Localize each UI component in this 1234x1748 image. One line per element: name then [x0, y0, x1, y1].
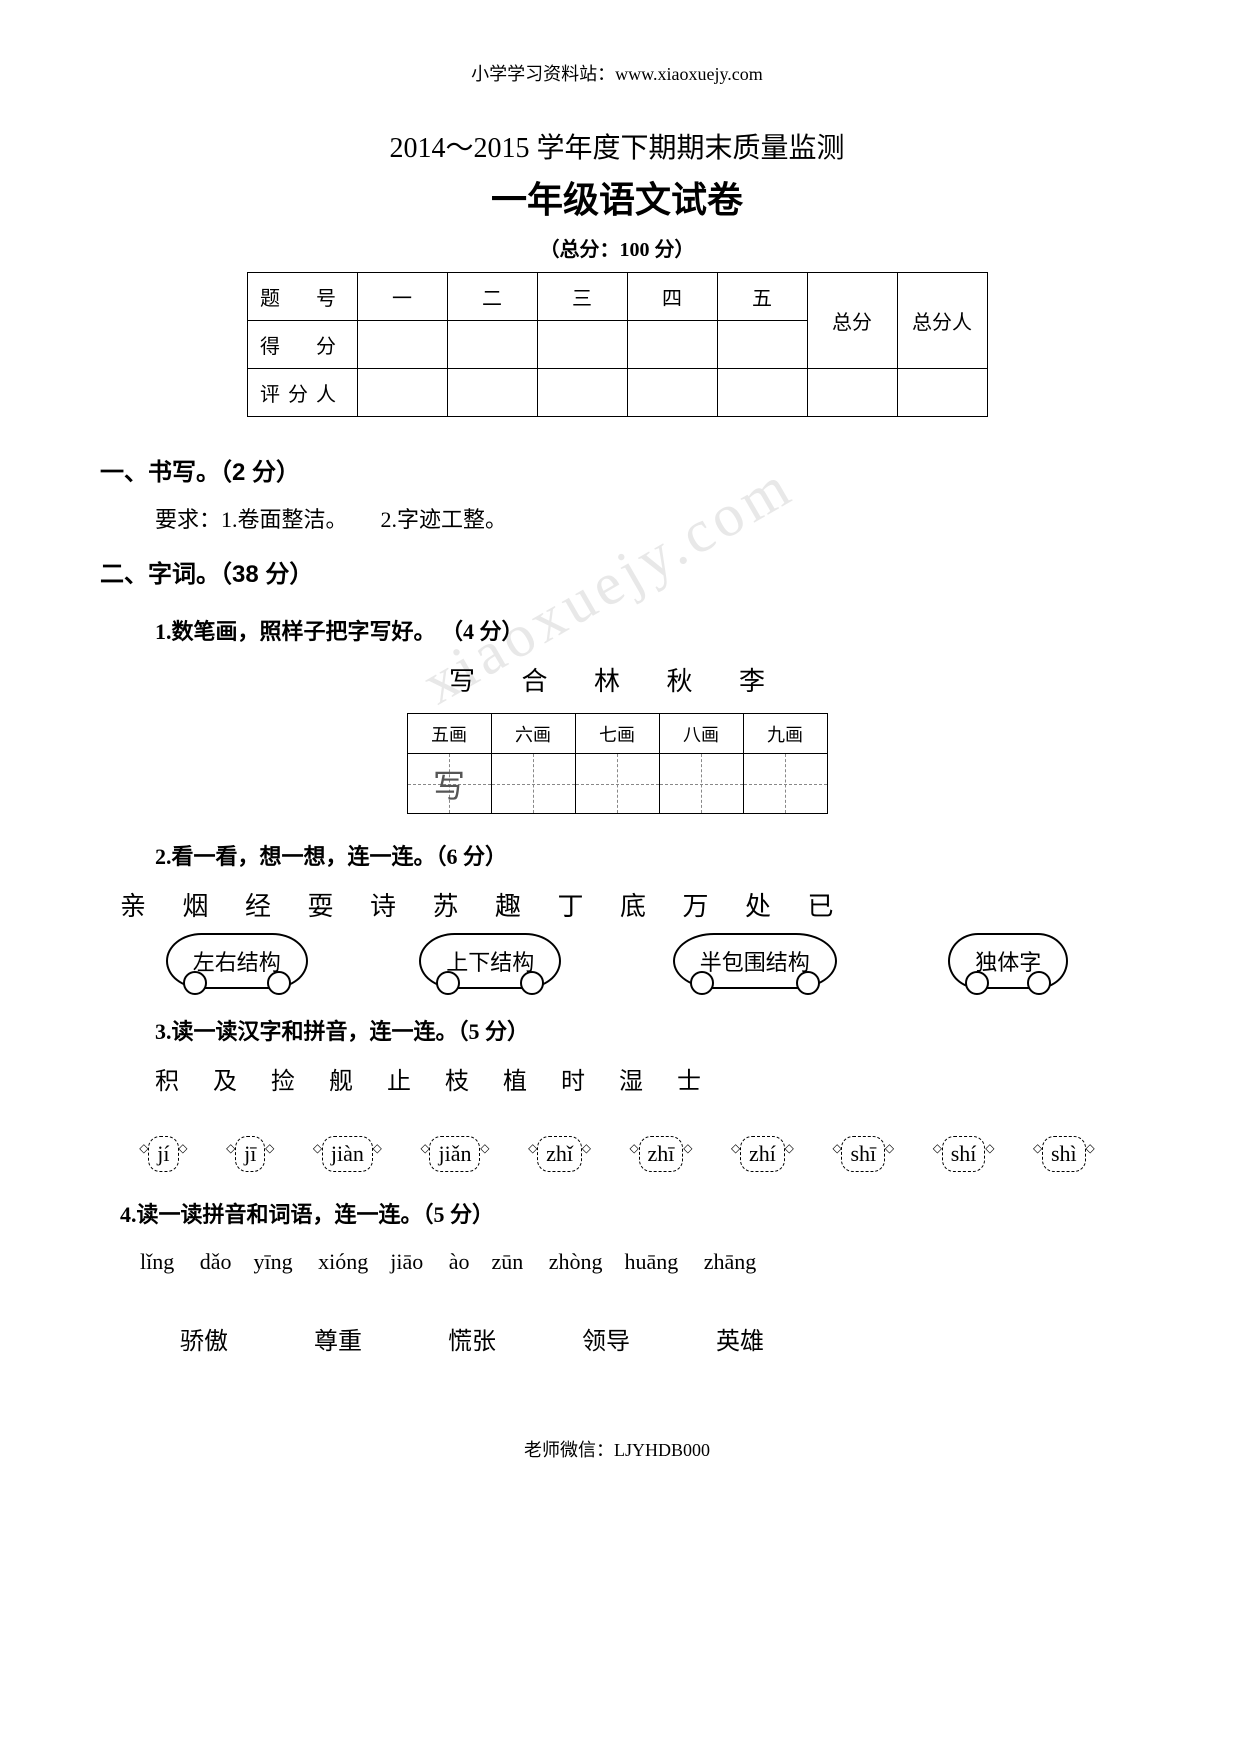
section-1-req: 要求：1.卷面整洁。 2.字迹工整。 — [155, 502, 1134, 534]
th-5: 五 — [717, 273, 807, 321]
stroke-table: 五画 六画 七画 八画 九画 写 — [407, 713, 828, 814]
pinyin-bubble: jī — [235, 1136, 265, 1172]
cloud-updown: 上下结构 — [419, 933, 561, 989]
pinyin-bubble: jiàn — [322, 1136, 373, 1172]
table-row: 评分人 — [247, 369, 987, 417]
cloud-leftright: 左右结构 — [166, 933, 308, 989]
col-6: 六画 — [491, 714, 575, 754]
col-5: 五画 — [407, 714, 491, 754]
title-main: 一年级语文试卷 — [100, 171, 1134, 223]
th-total: 总分 — [807, 273, 897, 369]
q4-words: 骄傲 尊重 慌张 领导 英雄 — [180, 1321, 1134, 1356]
section-1-title: 一、书写。（2 分） — [100, 452, 1134, 487]
pinyin-bubble: jí — [148, 1136, 178, 1172]
th-1: 一 — [357, 273, 447, 321]
cloud-single: 独体字 — [948, 933, 1068, 989]
cell — [717, 321, 807, 369]
total-score: （总分：100 分） — [100, 233, 1134, 262]
title-year: 2014～2015 学年度下期期末质量监测 — [100, 126, 1134, 166]
cell — [627, 369, 717, 417]
cell — [537, 369, 627, 417]
q4-title: 4.读一读拼音和词语，连一连。（5 分） — [120, 1197, 1134, 1229]
q1-chars: 写 合 林 秋 李 — [100, 661, 1134, 698]
writebox — [659, 754, 743, 814]
pinyin-bubble: zhī — [639, 1136, 684, 1172]
cell — [447, 321, 537, 369]
row-grader: 评分人 — [247, 369, 357, 417]
th-4: 四 — [627, 273, 717, 321]
col-9: 九画 — [743, 714, 827, 754]
pinyin-bubble: shí — [942, 1136, 986, 1172]
writebox — [575, 754, 659, 814]
q3-chars: 积 及 捡 舰 止 枝 植 时 湿 士 — [155, 1061, 1134, 1096]
cell — [717, 369, 807, 417]
section-2-title: 二、字词。（38 分） — [100, 554, 1134, 589]
q3-title: 3.读一读汉字和拼音，连一连。（5 分） — [155, 1014, 1134, 1046]
cell — [357, 321, 447, 369]
q2-title: 2.看一看，想一想，连一连。（6 分） — [155, 839, 1134, 871]
cloud-halfwrap: 半包围结构 — [673, 933, 837, 989]
row-score: 得 分 — [247, 321, 357, 369]
q1-title: 1.数笔画，照样子把字写好。 （4 分） — [155, 614, 1134, 646]
pinyin-bubble: shì — [1042, 1136, 1086, 1172]
table-row: 写 — [407, 754, 827, 814]
pinyin-bubble: zhí — [740, 1136, 785, 1172]
writebox — [743, 754, 827, 814]
q3-pinyin-row: jí jī jiàn jiǎn zhǐ zhī zhí shī shí shì — [120, 1136, 1114, 1172]
writebox — [491, 754, 575, 814]
cell — [357, 369, 447, 417]
pinyin-bubble: zhǐ — [537, 1136, 582, 1172]
table-row: 五画 六画 七画 八画 九画 — [407, 714, 827, 754]
cell — [447, 369, 537, 417]
th-question: 题 号 — [247, 273, 357, 321]
q2-chars: 亲 烟 经 耍 诗 苏 趣 丁 底 万 处 已 — [120, 886, 1134, 923]
cell — [627, 321, 717, 369]
th-3: 三 — [537, 273, 627, 321]
th-totalperson: 总分人 — [897, 273, 987, 369]
cell — [807, 369, 897, 417]
table-row: 题 号 一 二 三 四 五 总分 总分人 — [247, 273, 987, 321]
cell — [897, 369, 987, 417]
footer-wechat: 老师微信：LJYHDB000 — [100, 1436, 1134, 1462]
q4-pinyin: lǐng dǎo yīng xióng jiāo ào zūn zhòng hu… — [140, 1244, 1134, 1276]
th-2: 二 — [447, 273, 537, 321]
header-url: 小学学习资料站：www.xiaoxuejy.com — [100, 60, 1134, 86]
col-8: 八画 — [659, 714, 743, 754]
q2-categories: 左右结构 上下结构 半包围结构 独体字 — [110, 933, 1124, 989]
cell — [537, 321, 627, 369]
score-table: 题 号 一 二 三 四 五 总分 总分人 得 分 评分人 — [247, 272, 988, 417]
col-7: 七画 — [575, 714, 659, 754]
pinyin-bubble: jiǎn — [429, 1136, 480, 1172]
pinyin-bubble: shī — [841, 1136, 885, 1172]
writebox-example: 写 — [407, 754, 491, 814]
